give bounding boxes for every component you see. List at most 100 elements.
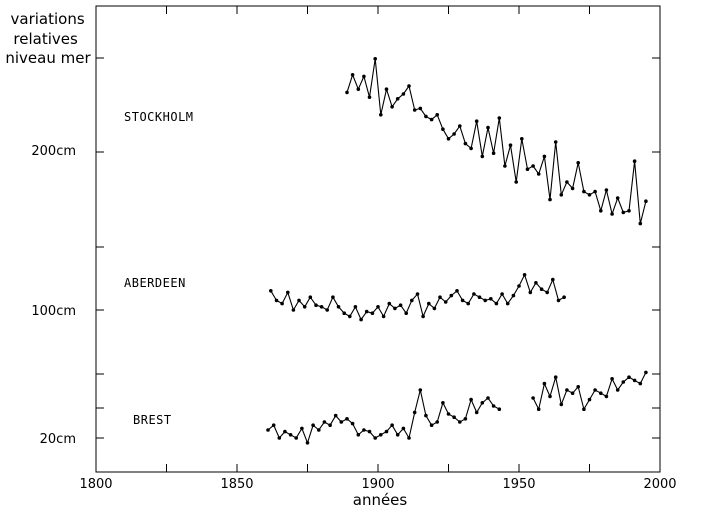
data-point (407, 436, 411, 440)
data-point (381, 314, 386, 319)
data-point (350, 73, 355, 77)
data-point (539, 287, 544, 292)
data-point (353, 305, 358, 309)
data-point (401, 426, 406, 431)
data-point (528, 290, 533, 295)
data-point (297, 298, 301, 303)
data-point (534, 281, 538, 285)
data-point (638, 381, 643, 386)
x-axis-ticks: 1800 1850 1900 1950 2000 (79, 6, 677, 492)
data-point (525, 167, 530, 171)
data-point (576, 385, 580, 389)
data-point (415, 292, 420, 296)
data-point (511, 293, 516, 298)
data-point (604, 394, 609, 399)
data-point (517, 284, 521, 288)
data-point (446, 137, 451, 141)
data-point (477, 295, 482, 300)
data-point (458, 124, 462, 128)
data-point (587, 193, 592, 197)
data-point (283, 429, 287, 434)
data-point (570, 391, 575, 396)
data-point (545, 290, 549, 295)
data-point (582, 189, 586, 194)
series-aberdeen: ABERDEEN (124, 273, 566, 322)
data-point (412, 410, 417, 415)
data-point (336, 305, 341, 309)
data-point (548, 197, 552, 202)
data-point (559, 193, 564, 197)
data-point (449, 293, 454, 298)
data-point (356, 433, 361, 437)
data-point (491, 151, 496, 155)
data-point (553, 140, 558, 144)
data-point (621, 380, 626, 384)
data-point (331, 295, 335, 300)
data-point (536, 172, 541, 176)
data-point (322, 420, 327, 424)
data-point (536, 407, 541, 412)
y-tick-label: 20cm (40, 432, 76, 447)
data-point (480, 401, 485, 405)
data-point (302, 305, 307, 309)
data-point (350, 421, 355, 426)
data-point (599, 209, 603, 213)
data-point (328, 423, 332, 428)
data-point (379, 433, 383, 437)
data-point (562, 295, 566, 300)
data-point (319, 305, 324, 309)
x-tick-label: 1800 (79, 477, 112, 492)
data-point (542, 154, 547, 159)
data-point (615, 388, 620, 392)
data-point (446, 412, 451, 416)
data-point (489, 297, 493, 301)
data-point (314, 303, 318, 308)
data-point (277, 436, 282, 440)
data-point (627, 209, 631, 213)
data-point (599, 391, 603, 396)
y-axis-label: variations relatives niveau mer (5, 10, 91, 67)
data-point (410, 298, 414, 303)
data-point (269, 289, 273, 293)
data-point (469, 397, 473, 402)
data-point (345, 417, 349, 421)
data-point (384, 87, 389, 91)
data-point (491, 404, 496, 408)
data-point (373, 436, 378, 440)
data-point (463, 417, 468, 421)
data-point (362, 74, 366, 79)
data-point (559, 402, 564, 407)
data-point (266, 428, 270, 432)
data-point (311, 423, 315, 428)
y-axis-label-line-1: variations (11, 10, 85, 28)
data-point (593, 189, 597, 194)
data-point (421, 314, 425, 319)
data-point (565, 180, 569, 184)
data-point (553, 375, 558, 380)
x-tick-label: 1900 (361, 477, 394, 492)
data-point (632, 159, 637, 163)
data-point (407, 84, 411, 88)
data-point (280, 301, 284, 306)
data-point (291, 308, 296, 312)
data-point (500, 292, 504, 296)
data-point (305, 441, 310, 445)
x-axis-label: années (353, 491, 408, 509)
data-point (333, 413, 338, 418)
data-point (587, 397, 592, 402)
data-point (379, 113, 383, 117)
data-point (432, 306, 437, 311)
data-point (508, 143, 513, 147)
data-point (412, 108, 417, 112)
data-point (395, 97, 400, 101)
data-point (390, 423, 394, 428)
data-point (463, 141, 468, 146)
data-point (401, 92, 406, 96)
data-point (373, 57, 378, 61)
data-point (480, 154, 485, 159)
data-point (356, 87, 361, 91)
data-point (458, 420, 462, 424)
series-layer: STOCKHOLM ABERDEEN BREST (124, 57, 648, 445)
series-label: STOCKHOLM (124, 110, 194, 124)
y-tick-label: 200cm (31, 144, 76, 159)
